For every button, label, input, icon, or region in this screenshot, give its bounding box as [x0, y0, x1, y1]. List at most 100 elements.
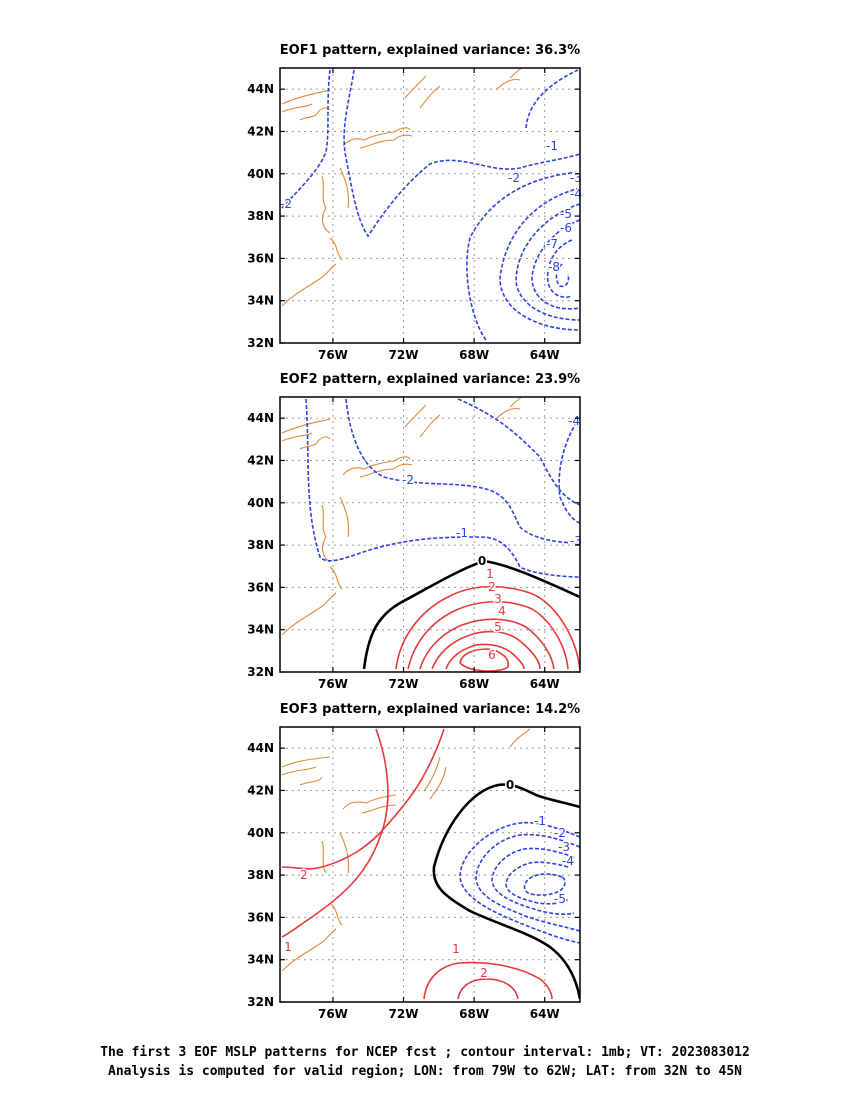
eof3-ytick-label-4: 40N	[247, 826, 274, 840]
eof3-contour-3	[459, 821, 580, 944]
eof3-coast-4	[321, 832, 350, 874]
eof3-title: EOF3 pattern, explained variance: 14.2%	[280, 702, 580, 717]
eof3-coast-2	[342, 794, 397, 810]
eof3-xtick-label-1: 72W	[389, 1007, 419, 1021]
caption-line-2: Analysis is computed for valid region; L…	[108, 1064, 742, 1079]
eof2-ytick-label-1: 34N	[247, 623, 274, 637]
eof1-ytick-label-1: 34N	[247, 294, 274, 308]
eof3-contour-labels: 0 -1 -2-3-4 -5 2 1 1 2	[283, 777, 576, 982]
eof2-contour-label-3: -4	[568, 414, 580, 428]
eof1-contour-0	[281, 69, 331, 209]
eof1-contour-label-7: -7	[546, 237, 558, 251]
eof3-contour-4	[475, 833, 580, 932]
eof2-contour-label-6: 2	[488, 580, 496, 594]
eof1-xtick-label-2: 68W	[459, 348, 489, 362]
eof1-contour-7	[546, 239, 573, 298]
eof1-ytick-label-6: 44N	[247, 82, 274, 96]
eof3-contour-label-2: -2	[554, 826, 566, 840]
eof1-contour-3	[466, 171, 580, 341]
eof1-xtick-label-1: 72W	[389, 348, 419, 362]
eof1-contours	[281, 69, 580, 341]
eof3-gridlines	[280, 727, 580, 1002]
eof2-title: EOF2 pattern, explained variance: 23.9%	[280, 372, 580, 387]
eof1-contour-5	[515, 203, 580, 321]
eof2-ytick-label-0: 32N	[247, 665, 274, 679]
eof2-ytick-label-5: 42N	[247, 453, 274, 467]
eof1-coastline	[281, 68, 523, 307]
eof3-contour-9	[457, 978, 519, 1000]
eof2-coast-0	[281, 418, 331, 442]
eof1-contour-label-0: -1	[546, 139, 558, 153]
eof2-contour-label-1: -1	[456, 526, 468, 540]
eof3-panel: EOF3 pattern, explained variance: 14.2% 0…	[247, 702, 581, 1021]
eof2-contour-label-10: 6	[488, 648, 496, 662]
eof1-contour-label-5: -5	[560, 207, 572, 221]
eof3-contour-7	[523, 873, 566, 896]
eof2-coast-1	[299, 436, 331, 450]
eof3-ytick-label-5: 42N	[247, 783, 274, 797]
eof3-xtick-label-3: 64W	[530, 1007, 560, 1021]
eof2-coast-4	[321, 496, 350, 563]
eof2-contour-label-9: 5	[494, 620, 502, 634]
eof1-coast-3	[359, 134, 413, 149]
eof3-contour-1	[281, 728, 445, 870]
eof2-coast-2	[342, 456, 411, 476]
eof3-ytick-label-3: 38N	[247, 868, 274, 882]
eof3-contour-label-9: 2	[480, 966, 488, 980]
eof3-contours	[281, 728, 580, 1000]
eof2-contours	[305, 398, 580, 672]
eof1-coast-0	[281, 89, 331, 113]
eof2-ytick-label-4: 40N	[247, 496, 274, 510]
eof3-coast-0	[281, 756, 331, 776]
eof1-contour-2	[525, 69, 579, 129]
eof2-contour-10	[459, 648, 510, 672]
eof1-ytick-label-4: 40N	[247, 167, 274, 181]
eof3-ytick-label-6: 44N	[247, 741, 274, 755]
eof3-axes: 76W 72W 68W 64W 32N 34N 36N 38N 40N 42N 44N	[247, 727, 580, 1021]
eof1-contour-label-2: -2	[280, 197, 292, 211]
eof1-contour-label-6: -6	[560, 221, 572, 235]
eof2-contour-label-4: 0	[478, 554, 486, 568]
eof2-contour-3	[558, 416, 580, 524]
eof2-contour-label-5: 1	[486, 567, 494, 581]
eof3-coast-5	[281, 902, 343, 972]
eof2-contour-2	[457, 398, 580, 506]
eof3-frame	[279, 726, 581, 1003]
eof1-axes: 76W 72W 68W 64W 32N 34N 36N 38N 40N 42N 44N	[247, 68, 580, 362]
eof2-gridlines	[280, 397, 580, 672]
eof2-frame	[279, 396, 581, 673]
eof3-xtick-label-0: 76W	[318, 1007, 348, 1021]
eof2-xtick-label-3: 64W	[530, 677, 560, 691]
eof1-coast-5	[281, 237, 343, 307]
eof3-contour-6	[505, 861, 569, 905]
eof3-coast-7	[509, 728, 531, 748]
eof3-contour-label-6: 2	[300, 868, 308, 882]
eof2-xtick-label-2: 68W	[459, 677, 489, 691]
eof2-contour-label-0: -2	[402, 473, 414, 487]
eof1-ytick-label-5: 42N	[247, 124, 274, 138]
eof2-contour-label-8: 4	[498, 604, 506, 618]
eof1-ytick-label-0: 32N	[247, 336, 274, 350]
eof2-contour-4	[362, 559, 580, 670]
eof2-contour-7	[419, 618, 555, 670]
eof2-coastline	[281, 397, 523, 636]
eof2-coast-6	[404, 404, 441, 438]
eof2-contour-6	[407, 600, 569, 670]
eof2-coast-3	[359, 463, 413, 478]
eof1-contour-1	[343, 69, 580, 238]
eof2-panel: EOF2 pattern, explained variance: 23.9% -…	[247, 372, 583, 691]
eof3-ytick-label-1: 34N	[247, 953, 274, 967]
eof3-coast-3	[361, 804, 397, 814]
eof3-contour-8	[423, 961, 553, 1000]
eof3-contour-label-4: -4	[562, 854, 574, 868]
eof3-contour-label-7: 1	[284, 940, 292, 954]
eof2-contour-9	[445, 643, 525, 670]
eof2-contour-1	[345, 398, 580, 544]
eof3-ytick-label-2: 36N	[247, 910, 274, 924]
eof3-coast-6	[423, 756, 447, 800]
eof2-contour-5	[395, 585, 580, 670]
eof1-frame	[279, 67, 581, 344]
caption-line-1: The first 3 EOF MSLP patterns for NCEP f…	[100, 1045, 750, 1060]
eof1-xtick-label-3: 64W	[530, 348, 560, 362]
